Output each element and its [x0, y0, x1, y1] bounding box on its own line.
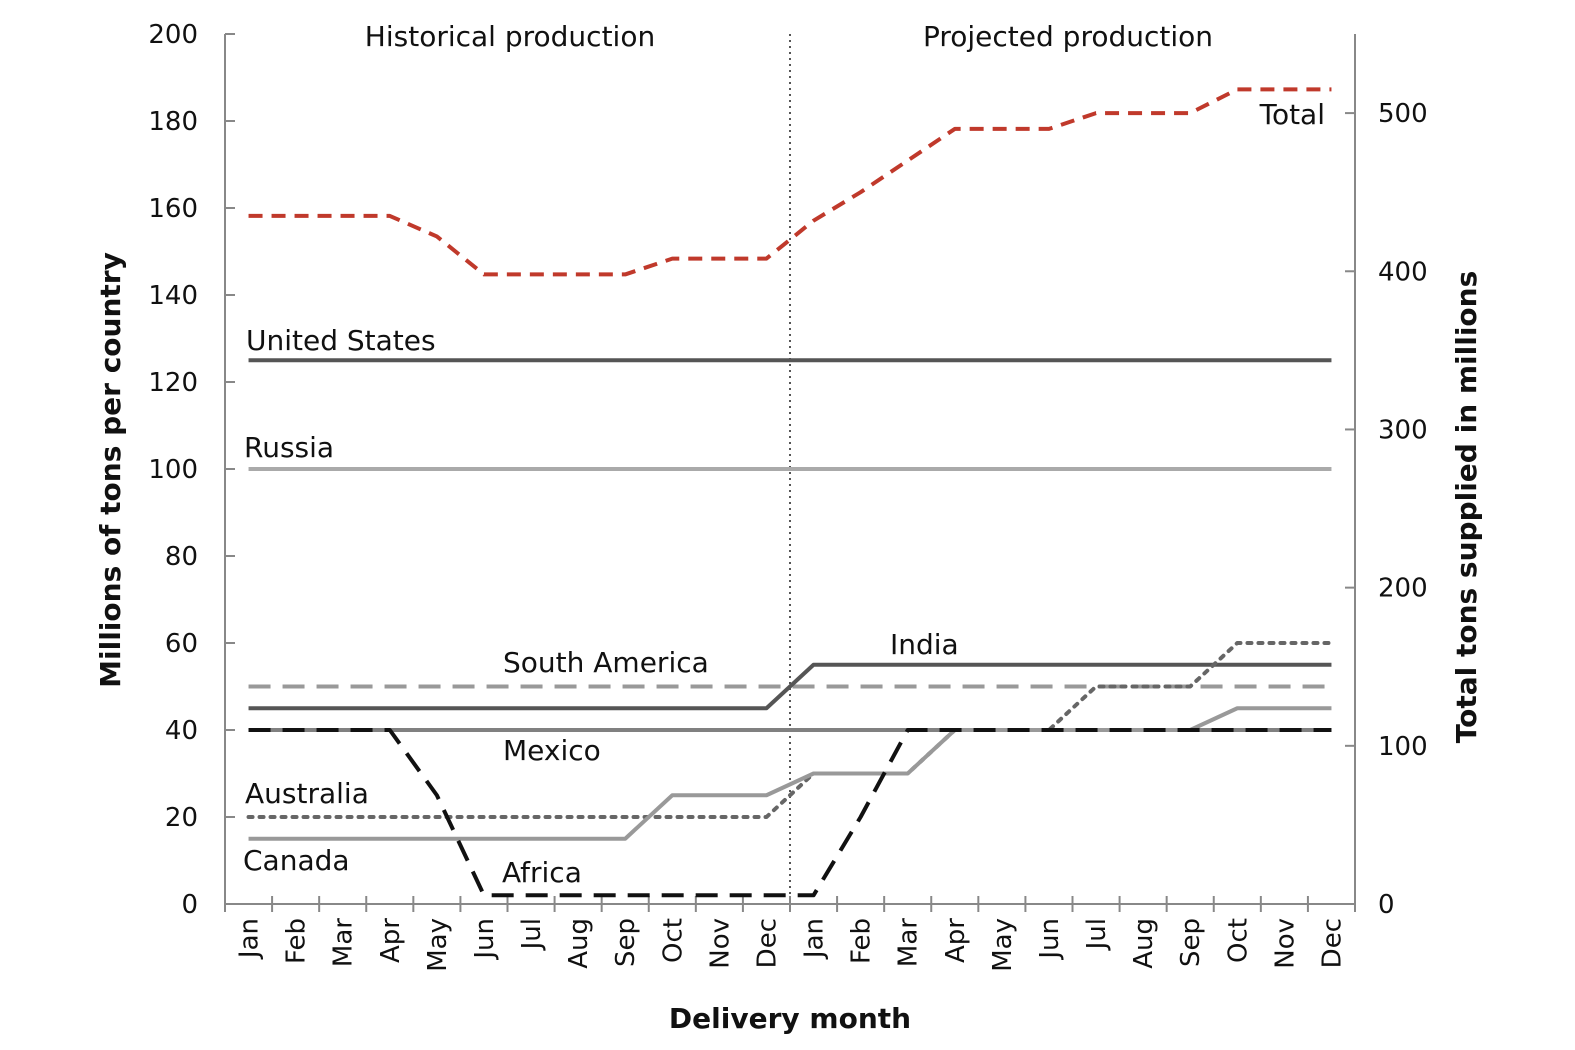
y-tick-label: 120: [148, 368, 198, 398]
series-label-total: Total: [1259, 98, 1325, 131]
x-tick-label: May: [988, 918, 1018, 972]
x-tick-label: Apr: [941, 918, 971, 963]
x-tick-label: Jun: [1035, 918, 1065, 961]
series-line-australia: [246, 641, 1334, 819]
y2-tick-label: 300: [1378, 415, 1428, 445]
ticks: 0 20 40 60 80 100 120 140 160 180 200 0 100 200 300 400…: [148, 20, 1427, 972]
section-label-projected: Projected production: [923, 20, 1213, 53]
x-tick-label: May: [423, 918, 453, 972]
x-tick-label: Feb: [847, 918, 877, 964]
y2-tick-label: 200: [1378, 574, 1428, 604]
series-label-africa: Africa: [502, 856, 582, 889]
x-tick-label: Feb: [282, 918, 312, 964]
series-label-india: India: [890, 628, 959, 661]
x-tick-label: Sep: [1176, 918, 1206, 967]
y-tick-label: 180: [148, 107, 198, 137]
y-tick-label: 60: [165, 629, 198, 659]
y-axis-title: Millions of tons per country: [94, 252, 127, 688]
x-tick-label: Nov: [705, 918, 735, 969]
series-label-australia: Australia: [245, 777, 369, 810]
y-tick-label: 100: [148, 455, 198, 485]
x-tick-label: Jun: [470, 918, 500, 961]
x-tick-label: Mar: [329, 918, 359, 967]
y2-tick-label: 500: [1378, 99, 1428, 129]
y-tick-label: 200: [148, 20, 198, 50]
y-tick-label: 0: [181, 890, 198, 920]
y2-tick-label: 0: [1378, 890, 1395, 920]
series-label-united-states: United States: [246, 324, 436, 357]
x-tick-label: Nov: [1270, 918, 1300, 969]
series-label-mexico: Mexico: [503, 734, 601, 767]
y2-tick-label: 400: [1378, 257, 1428, 287]
series-group: United States Russia South America India Mex…: [243, 87, 1334, 898]
x-tick-label: Jul: [517, 918, 547, 951]
series-line-africa: [248, 728, 1332, 898]
section-label-historical: Historical production: [365, 20, 655, 53]
x-tick-label: Aug: [1129, 918, 1159, 969]
x-tick-label: Sep: [611, 918, 641, 967]
y-tick-label: 160: [148, 194, 198, 224]
x-tick-label: Dec: [1317, 918, 1347, 968]
x-axis-title: Delivery month: [669, 1002, 911, 1035]
series-label-canada: Canada: [243, 844, 350, 877]
labels: Historical production Projected producti…: [94, 20, 1483, 1035]
y-tick-label: 80: [165, 542, 198, 572]
x-tick-label: Dec: [752, 918, 782, 968]
x-tick-label: Aug: [564, 918, 594, 969]
y-tick-label: 40: [165, 716, 198, 746]
y-tick-label: 140: [148, 281, 198, 311]
x-tick-label: Oct: [1223, 918, 1253, 963]
series-line-total: [248, 87, 1332, 277]
y2-tick-label: 100: [1378, 732, 1428, 762]
x-tick-label: Mar: [894, 918, 924, 967]
series-label-south-america: South America: [503, 646, 709, 679]
x-tick-label: Jul: [1082, 918, 1112, 951]
x-tick-label: Jan: [235, 918, 265, 960]
x-tick-label: Jan: [800, 918, 830, 960]
series-label-russia: Russia: [244, 431, 334, 464]
series-line-india: [248, 662, 1332, 711]
y-tick-label: 20: [165, 803, 198, 833]
x-tick-label: Apr: [376, 918, 406, 963]
y2-axis-title: Total tons supplied in millions: [1450, 271, 1483, 744]
x-tick-label: Oct: [658, 918, 688, 963]
